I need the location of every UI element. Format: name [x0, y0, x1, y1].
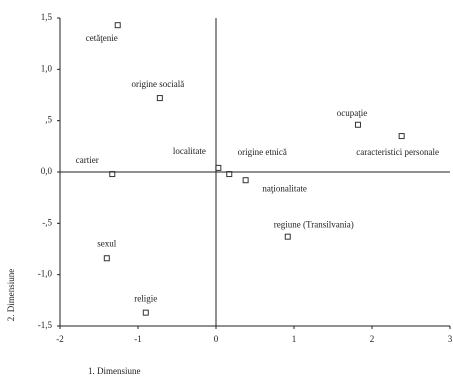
point-label: regiune (Transilvania) [274, 220, 354, 230]
point-label: cartier [76, 155, 99, 165]
x-tick-label: 3 [448, 334, 453, 344]
point [354, 121, 361, 128]
point [109, 171, 116, 178]
y-tick-label: ,5 [45, 115, 52, 125]
y-tick-label: -,5 [42, 217, 52, 227]
x-tick-label: 2 [370, 334, 375, 344]
y-tick-label: -1,5 [38, 320, 53, 330]
point [284, 233, 291, 240]
point [156, 95, 163, 102]
y-tick-label: 0,0 [41, 166, 53, 176]
point [114, 22, 121, 29]
point [398, 133, 405, 140]
x-axis-title: 1. Dimensiune [88, 366, 141, 376]
x-tick-label: 0 [214, 334, 219, 344]
point-label: origine etnică [238, 147, 287, 157]
point [215, 164, 222, 171]
point-label: religie [134, 294, 157, 304]
y-tick-label: 1,5 [41, 12, 53, 22]
y-axis-title: 2. Dimensiune [6, 269, 16, 322]
point-label: cetăţenie [86, 33, 118, 43]
point [226, 171, 233, 178]
point-label: ocupaţie [337, 108, 368, 118]
x-tick-label: -2 [56, 334, 64, 344]
point-label: origine socială [131, 79, 184, 89]
y-tick-label: -1,0 [38, 269, 53, 279]
point-label: naţionalitate [262, 183, 306, 193]
y-tick-label: 1,0 [41, 63, 53, 73]
point [242, 177, 249, 184]
x-tick-label: 1 [292, 334, 297, 344]
point [142, 309, 149, 316]
point-label: localitate [173, 146, 206, 156]
point [103, 255, 110, 262]
x-tick-label: -1 [134, 334, 142, 344]
point-label: caracteristici personale [356, 147, 439, 157]
point-label: sexul [97, 238, 116, 248]
